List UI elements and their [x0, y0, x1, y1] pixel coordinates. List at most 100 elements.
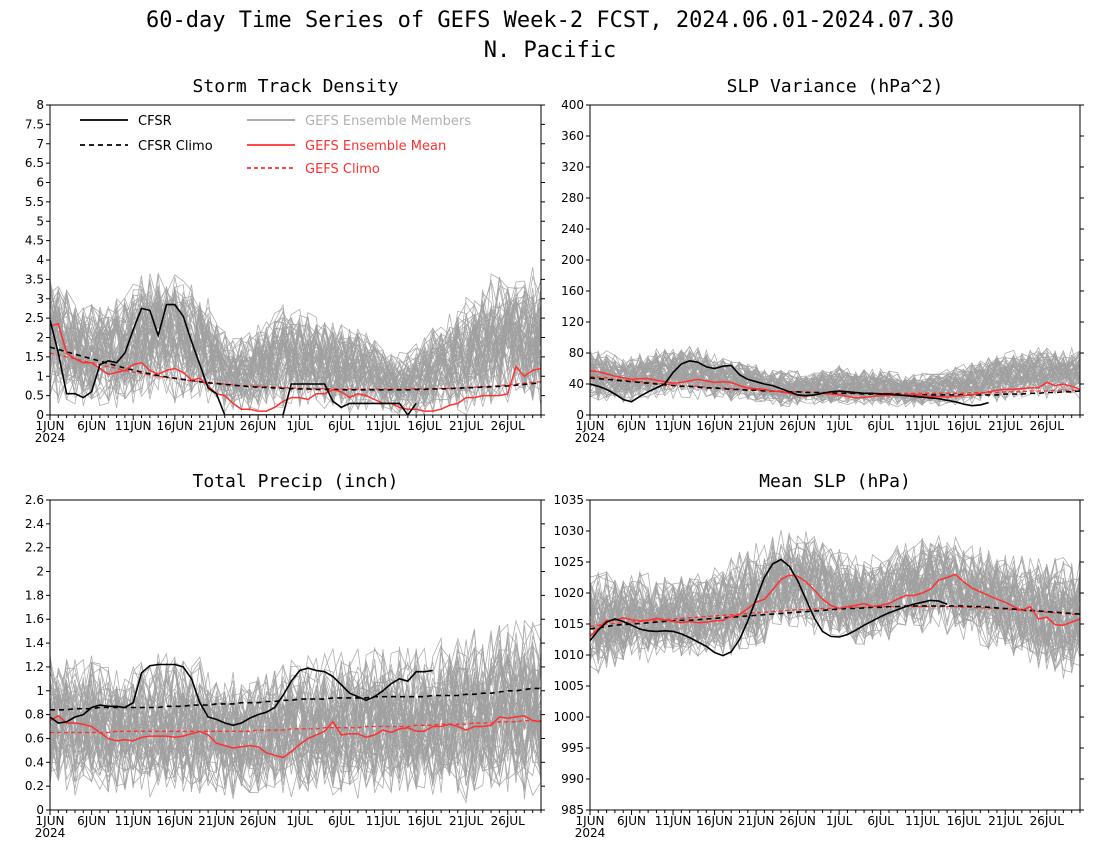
- y-tick-label: 360: [561, 129, 584, 143]
- ensemble-member-line: [50, 300, 541, 409]
- ensemble-member-line: [50, 654, 541, 779]
- y-tick-label: 1020: [553, 586, 584, 600]
- plot-frame: [49, 499, 542, 811]
- ensemble-members: [590, 345, 1080, 409]
- ensemble-member-line: [50, 274, 541, 389]
- x-year-label: 2024: [575, 826, 606, 840]
- x-tick-label: 26JUN: [240, 814, 277, 828]
- ensemble-member-line: [590, 360, 1080, 405]
- ensemble-member-line: [50, 654, 541, 775]
- legend-label-gefs-members: GEFS Ensemble Members: [305, 114, 471, 129]
- ensemble-member-line: [590, 532, 1080, 638]
- y-tick-label: 3.5: [25, 272, 44, 286]
- y-tick-label: 1.2: [25, 660, 44, 674]
- ensemble-member-line: [50, 683, 541, 794]
- ensemble-member-line: [590, 362, 1080, 409]
- ensemble-member-line: [50, 277, 541, 395]
- series-cfsr-line: [50, 663, 433, 727]
- x-tick-label: 26JUN: [779, 814, 816, 828]
- ensemble-member-line: [50, 290, 541, 401]
- ensemble-member-line: [50, 641, 541, 760]
- x-tick-label: 21JUN: [738, 419, 775, 433]
- y-tick-label: 985: [561, 803, 584, 817]
- series-gefs-mean-line: [590, 573, 1080, 637]
- y-tick-label: 40: [569, 377, 584, 391]
- y-tick-label: 0: [576, 408, 584, 422]
- x-tick-label: 6JUN: [617, 419, 646, 433]
- y-tick-label: 1: [36, 684, 44, 698]
- ensemble-member-line: [50, 273, 541, 384]
- y-tick-label: 990: [561, 772, 584, 786]
- x-tick-label: 6JUL: [867, 814, 894, 828]
- x-tick-label: 6JUL: [867, 419, 894, 433]
- chart-panel-4: Mean SLP (hPa) 985 990 995 1000 1005 1010 1015 1…: [553, 471, 1084, 840]
- y-tick-label: 280: [561, 191, 584, 205]
- ensemble-member-line: [590, 346, 1080, 396]
- x-tick-label: 1JUL: [286, 419, 313, 433]
- y-tick-label: 240: [561, 222, 584, 236]
- x-tick-label: 26JUL: [1030, 419, 1065, 433]
- x-tick-label: 11JUN: [655, 419, 692, 433]
- ensemble-members: [50, 619, 541, 804]
- x-tick-label: 11JUN: [115, 814, 152, 828]
- ensemble-member-line: [590, 354, 1080, 404]
- y-tick-label: 1.4: [25, 636, 44, 650]
- x-tick-label: 6JUN: [77, 419, 106, 433]
- ensemble-member-line: [50, 316, 541, 414]
- y-tick-label: 0: [36, 408, 44, 422]
- x-tick-label: 6JUN: [617, 814, 646, 828]
- ensemble-member-line: [590, 569, 1080, 673]
- series-cfsr-climo-line: [590, 377, 1080, 396]
- y-tick-label: 1.8: [25, 588, 44, 602]
- y-tick-label: 1010: [553, 648, 584, 662]
- x-tick-label: 21JUN: [198, 419, 235, 433]
- legend-label-gefs-mean: GEFS Ensemble Mean: [305, 139, 446, 154]
- y-tick-label: 2: [36, 565, 44, 579]
- y-tick-label: 2.6: [25, 493, 44, 507]
- x-tick-label: 11JUL: [366, 419, 401, 433]
- ensemble-member-line: [50, 669, 541, 789]
- y-tick-label: 320: [561, 160, 584, 174]
- ensemble-member-line: [50, 290, 541, 401]
- series-cfsr-climo-line: [50, 346, 541, 391]
- y-tick-label: 1035: [553, 493, 584, 507]
- ensemble-members: [50, 267, 541, 415]
- y-tick-label: 4.5: [25, 234, 44, 248]
- y-tick-label: 120: [561, 315, 584, 329]
- series-cfsr-line: [590, 558, 948, 657]
- plot-area: [50, 267, 541, 415]
- x-tick-label: 11JUN: [115, 419, 152, 433]
- panel-title: Mean SLP (hPa): [759, 471, 911, 492]
- series-gefs-mean-line: [50, 323, 541, 412]
- x-tick-label: 26JUN: [779, 419, 816, 433]
- y-tick-label: 1030: [553, 524, 584, 538]
- y-tick-label: 4: [36, 253, 44, 267]
- y-tick-label: 1005: [553, 679, 584, 693]
- x-tick-label: 16JUL: [947, 419, 982, 433]
- x-tick-label: 16JUN: [696, 814, 733, 828]
- ensemble-member-line: [50, 302, 541, 400]
- y-tick-label: 995: [561, 741, 584, 755]
- y-tick-label: 1.6: [25, 612, 44, 626]
- y-tick-label: 1: [36, 369, 44, 383]
- x-tick-label: 21JUN: [738, 814, 775, 828]
- series-cfsr-line: [590, 359, 989, 407]
- x-tick-label: 1JUN: [36, 814, 65, 828]
- x-tick-label: 1JUL: [826, 814, 853, 828]
- legend: CFSR CFSR Climo GEFS Ensemble Members GEFS …: [80, 114, 471, 177]
- series-gefs-mean-line: [590, 370, 1080, 399]
- series-gefs-climo-line: [50, 352, 541, 390]
- chart-panel-1: Storm Track Density 0 0.5 1 1.5 2 2.5 3 3.5 4 4.5 5…: [25, 76, 545, 445]
- y-tick-label: 0.2: [25, 779, 44, 793]
- chart-panel-3: Total Precip (inch) 0 0.2 0.4 0.6 0.8 1 1.2 1.4 1…: [25, 471, 545, 840]
- y-tick-label: 8: [36, 98, 44, 112]
- ensemble-member-line: [590, 557, 1080, 655]
- y-tick-label: 160: [561, 284, 584, 298]
- y-tick-label: 2.2: [25, 541, 44, 555]
- ensemble-members: [590, 530, 1080, 679]
- legend-label-cfsr-climo: CFSR Climo: [138, 139, 213, 154]
- y-tick-label: 2.4: [25, 517, 44, 531]
- ensemble-member-line: [50, 676, 541, 797]
- ensemble-member-line: [50, 683, 541, 790]
- ensemble-member-line: [50, 293, 541, 401]
